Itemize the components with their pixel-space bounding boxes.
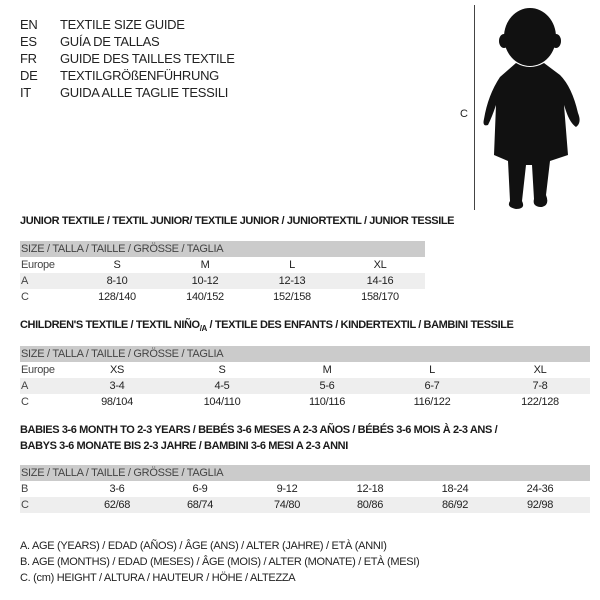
children-section-title: CHILDREN'S TEXTILE / TEXTIL NIÑO/A / TEX…: [20, 319, 514, 333]
table-header: SIZE / TALLA / TAILLE / GRÖSSE / TAGLIA: [20, 465, 590, 481]
table-cell: 68/74: [186, 499, 214, 511]
children-size-table: SIZE / TALLA / TAILLE / GRÖSSE / TAGLIA E…: [20, 346, 590, 410]
babies-size-table: SIZE / TALLA / TAILLE / GRÖSSE / TAGLIA B…: [20, 465, 590, 513]
table-cell: 18-24: [441, 483, 469, 495]
table-cell: 98/104: [101, 396, 133, 408]
language-title: TEXTILGRÖßENFÜHRUNG: [60, 68, 219, 83]
table-cell: 5-6: [319, 380, 335, 392]
table-row: A 8-10 10-12 12-13 14-16: [20, 273, 425, 289]
language-item: FR GUIDE DES TAILLES TEXTILE: [20, 50, 235, 67]
legend-item: B. AGE (MONTHS) / EDAD (MESES) / ÂGE (MO…: [20, 556, 420, 568]
table-row: A 3-4 4-5 5-6 6-7 7-8: [20, 378, 590, 394]
language-item: DE TEXTILGRÖßENFÜHRUNG: [20, 67, 219, 84]
language-item: EN TEXTILE SIZE GUIDE: [20, 16, 185, 33]
table-cell: M: [322, 364, 332, 376]
table-cell: XS: [109, 364, 125, 376]
table-cell: 140/152: [186, 291, 224, 303]
table-cell: 10-12: [191, 275, 219, 287]
legend-item: C. (cm) HEIGHT / ALTURA / HAUTEUR / HÖHE…: [20, 572, 296, 584]
table-cell: 74/80: [273, 499, 301, 511]
language-title: GUÍA DE TALLAS: [60, 34, 160, 49]
junior-size-table: SIZE / TALLA / TAILLE / GRÖSSE / TAGLIA E…: [20, 241, 425, 305]
table-cell: L: [289, 259, 295, 271]
table-cell: 104/110: [203, 396, 241, 408]
language-code: IT: [20, 85, 31, 100]
language-code: EN: [20, 17, 38, 32]
table-row: C 128/140 140/152 152/158 158/170: [20, 289, 425, 305]
header-label: SIZE / TALLA / TAILLE / GRÖSSE / TAGLIA: [21, 243, 224, 255]
table-cell: 6-9: [192, 483, 208, 495]
table-row: Europe S M L XL: [20, 257, 425, 273]
table-cell: M: [200, 259, 210, 271]
table-cell: 128/140: [98, 291, 136, 303]
table-cell: 4-5: [214, 380, 230, 392]
table-header: SIZE / TALLA / TAILLE / GRÖSSE / TAGLIA: [20, 346, 590, 362]
row-label: C: [21, 291, 29, 303]
table-cell: 152/158: [273, 291, 311, 303]
table-row: C 98/104 104/110 110/116 116/122 122/128: [20, 394, 590, 410]
table-cell: 9-12: [276, 483, 298, 495]
language-title: GUIDE DES TAILLES TEXTILE: [60, 51, 235, 66]
legend: A. AGE (YEARS) / EDAD (AÑOS) / ÂGE (ANS)…: [20, 538, 420, 586]
table-cell: S: [218, 364, 226, 376]
height-indicator-line: [474, 5, 475, 210]
row-label: C: [21, 499, 29, 511]
table-cell: XL: [373, 259, 387, 271]
table-header: SIZE / TALLA / TAILLE / GRÖSSE / TAGLIA: [20, 241, 425, 257]
child-silhouette-icon: [483, 8, 580, 209]
table-cell: 62/68: [103, 499, 131, 511]
babies-section-title-line1: BABIES 3-6 MONTH TO 2-3 YEARS / BEBÉS 3-…: [20, 424, 498, 436]
table-cell: 7-8: [532, 380, 548, 392]
row-label: A: [21, 275, 29, 287]
row-label: C: [21, 396, 29, 408]
junior-section-title: JUNIOR TEXTILE / TEXTIL JUNIOR/ TEXTILE …: [20, 215, 455, 227]
table-cell: S: [113, 259, 121, 271]
table-cell: 12-18: [356, 483, 384, 495]
table-cell: 12-13: [278, 275, 306, 287]
table-cell: 80/86: [356, 499, 384, 511]
language-item: IT GUIDA ALLE TAGLIE TESSILI: [20, 84, 228, 101]
table-row: C 62/68 68/74 74/80 80/86 86/92 92/98: [20, 497, 590, 513]
table-row: Europe XS S M L XL: [20, 362, 590, 378]
table-cell: 8-10: [106, 275, 128, 287]
table-cell: L: [429, 364, 435, 376]
table-cell: 86/92: [441, 499, 469, 511]
table-cell: 6-7: [424, 380, 440, 392]
table-cell: 24-36: [526, 483, 554, 495]
language-code: DE: [20, 68, 38, 83]
row-label: B: [21, 483, 29, 495]
language-item: ES GUÍA DE TALLAS: [20, 33, 160, 50]
table-cell: 3-6: [109, 483, 125, 495]
table-cell: 116/122: [413, 396, 451, 408]
table-cell: 122/128: [521, 396, 559, 408]
babies-section-title-line2: BABYS 3-6 MONATE BIS 2-3 JAHRE / BAMBINI…: [20, 440, 348, 452]
row-label: A: [21, 380, 29, 392]
table-cell: 158/170: [361, 291, 399, 303]
header-label: SIZE / TALLA / TAILLE / GRÖSSE / TAGLIA: [21, 348, 224, 360]
row-label: Europe: [21, 364, 55, 376]
title-text: / TEXTILE DES ENFANTS / KINDERTEXTIL / B…: [206, 319, 514, 331]
height-label: C: [460, 108, 468, 120]
table-cell: 110/116: [308, 396, 346, 408]
language-code: FR: [20, 51, 37, 66]
table-cell: XL: [533, 364, 547, 376]
legend-item: A. AGE (YEARS) / EDAD (AÑOS) / ÂGE (ANS)…: [20, 540, 387, 552]
row-label: Europe: [21, 259, 55, 271]
table-cell: 3-4: [109, 380, 125, 392]
language-title: TEXTILE SIZE GUIDE: [60, 17, 185, 32]
table-cell: 14-16: [366, 275, 394, 287]
language-title: GUIDA ALLE TAGLIE TESSILI: [60, 85, 229, 100]
header-label: SIZE / TALLA / TAILLE / GRÖSSE / TAGLIA: [21, 467, 224, 479]
title-text: CHILDREN'S TEXTILE / TEXTIL NIÑO: [20, 319, 200, 331]
language-code: ES: [20, 34, 37, 49]
table-cell: 92/98: [526, 499, 554, 511]
table-row: B 3-6 6-9 9-12 12-18 18-24 24-36: [20, 481, 590, 497]
title-subscript: /A: [199, 324, 208, 334]
